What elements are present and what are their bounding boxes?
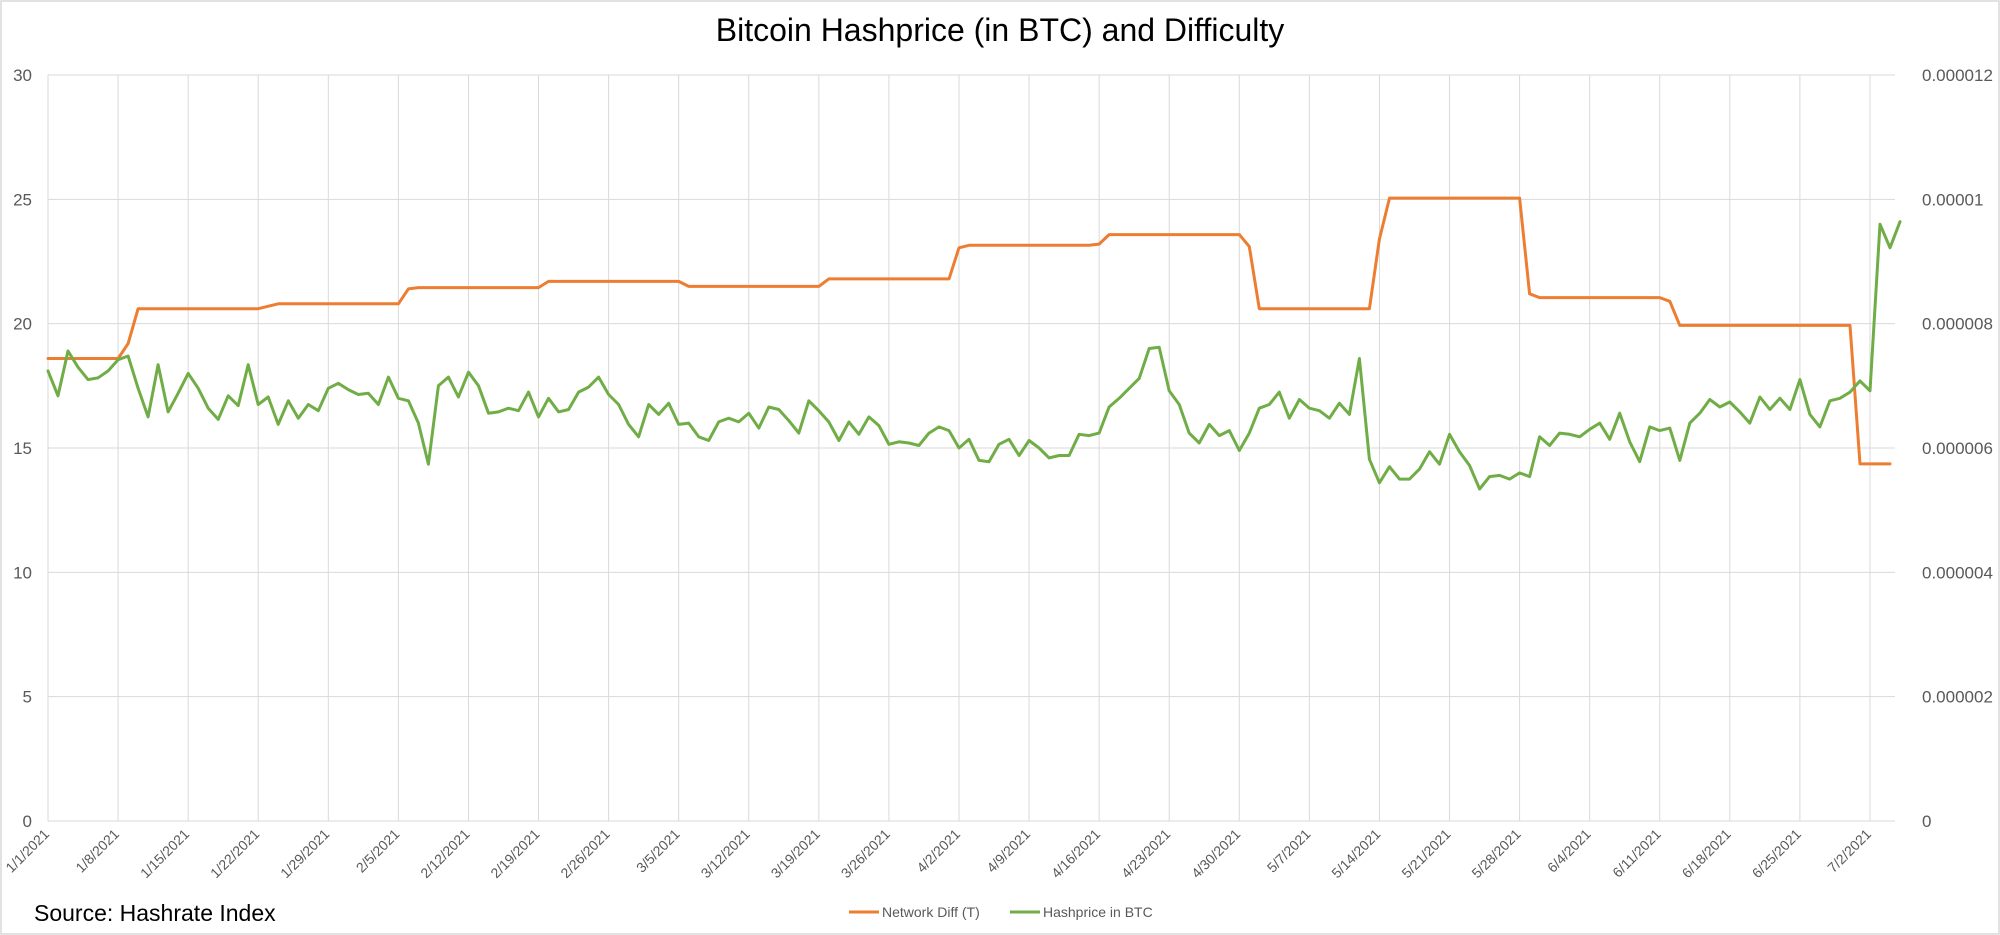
y-left-tick-label: 20 — [13, 315, 32, 334]
chart-title: Bitcoin Hashprice (in BTC) and Difficult… — [716, 12, 1285, 48]
series-line-network-diff — [46, 196, 1892, 466]
y-right-tick-label: 0.000006 — [1922, 439, 1993, 458]
legend-label: Network Diff (T) — [882, 904, 980, 920]
series-lines — [46, 196, 1902, 491]
y-right-tick-label: 0.000008 — [1922, 315, 1993, 334]
legend: Network Diff (T) Hashprice in BTC — [849, 904, 1153, 920]
y-right-tick-label: 0.000002 — [1922, 688, 1993, 707]
y-left-tick-label: 30 — [13, 66, 32, 85]
y-left-tick-label: 5 — [23, 688, 32, 707]
y-right-tick-label: 0.00001 — [1922, 190, 1983, 209]
legend-label: Hashprice in BTC — [1043, 904, 1153, 920]
gridlines — [47, 74, 1895, 822]
y-left-tick-label: 10 — [13, 563, 32, 582]
y-right-tick-label: 0.000012 — [1922, 66, 1993, 85]
source-note: Source: Hashrate Index — [34, 900, 276, 926]
y-right-tick-label: 0.000004 — [1922, 563, 1993, 582]
series-line-hashprice — [46, 220, 1902, 491]
y-left-tick-label: 0 — [23, 812, 32, 831]
y-left-tick-label: 25 — [13, 190, 32, 209]
y-left-tick-label: 15 — [13, 439, 32, 458]
y-right-tick-label: 0 — [1922, 812, 1931, 831]
